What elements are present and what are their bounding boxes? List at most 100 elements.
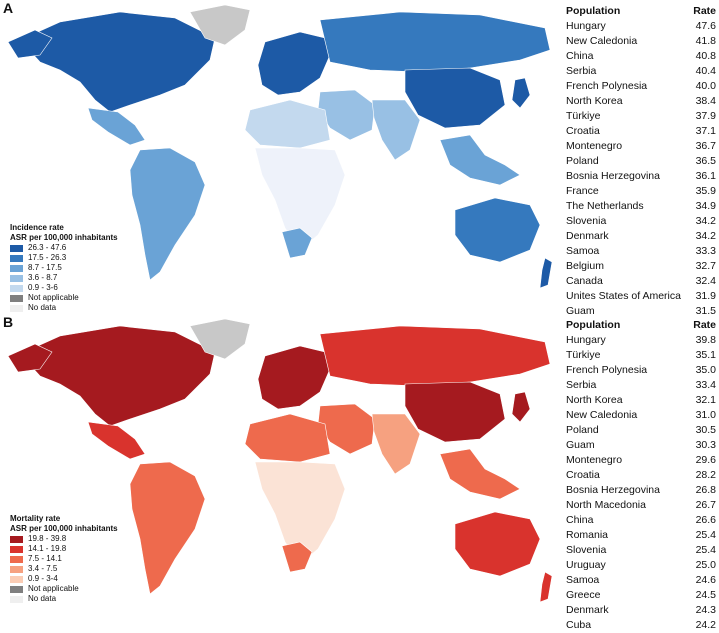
- population-cell: French Polynesia: [566, 80, 648, 92]
- header-rate: Rate: [693, 319, 716, 331]
- rate-cell: 40.4: [695, 65, 716, 77]
- rate-cell: 25.0: [695, 559, 716, 571]
- rate-cell: 24.3: [695, 604, 716, 616]
- legend-item: 17.5 - 26.3: [10, 253, 118, 263]
- incidence-ranking-table: Population Rate Hungary 47.6 New Caledonia…: [566, 4, 716, 319]
- rate-cell: 34.2: [695, 215, 716, 227]
- europe-region: [257, 31, 331, 96]
- table-row: Canada 32.4: [566, 274, 716, 289]
- table-row: Cuba 24.2: [566, 618, 716, 633]
- population-cell: Greece: [566, 589, 601, 601]
- mortality-world-map: [7, 318, 553, 603]
- table-row: Unites States of America 31.9: [566, 289, 716, 304]
- south-africa-region: [281, 227, 313, 259]
- table-row: Uruguay 25.0: [566, 558, 716, 573]
- incidence-panel: A Incidence rate ASR per 100,000 inhabit…: [0, 0, 719, 317]
- new-zealand-region: [539, 257, 553, 289]
- population-cell: Guam: [566, 439, 595, 451]
- population-cell: French Polynesia: [566, 364, 648, 376]
- table-row: Denmark 34.2: [566, 229, 716, 244]
- rate-cell: 25.4: [695, 529, 716, 541]
- population-cell: Guam: [566, 305, 595, 317]
- rate-cell: 24.5: [695, 589, 716, 601]
- rate-cell: 33.3: [695, 245, 716, 257]
- mortality-ranking-table: Population Rate Hungary 39.8 Türkiye 35.1 Fr…: [566, 318, 716, 633]
- panel-letter: B: [3, 314, 14, 330]
- table-row: Croatia 37.1: [566, 124, 716, 139]
- se-asia-region: [439, 448, 521, 500]
- rate-cell: 25.4: [695, 544, 716, 556]
- population-cell: Hungary: [566, 20, 606, 32]
- legend-item: 14.1 - 19.8: [10, 544, 118, 554]
- table-row: Türkiye 37.9: [566, 109, 716, 124]
- rate-cell: 32.7: [695, 260, 716, 272]
- legend-label: No data: [28, 303, 57, 312]
- population-cell: Hungary: [566, 334, 606, 346]
- table-body: Hungary 47.6 New Caledonia 41.8 China 40.8 Ser…: [566, 19, 716, 319]
- rate-cell: 35.0: [695, 364, 716, 376]
- population-cell: North Korea: [566, 394, 623, 406]
- table-row: Poland 30.5: [566, 423, 716, 438]
- rate-cell: 35.9: [695, 185, 716, 197]
- table-row: Guam 31.5: [566, 304, 716, 319]
- population-cell: Bosnia Herzegovina: [566, 170, 660, 182]
- population-cell: Croatia: [566, 469, 600, 481]
- legend-item: 8.7 - 17.5: [10, 263, 118, 273]
- table-row: New Caledonia 41.8: [566, 34, 716, 49]
- legend-item: 3.4 - 7.5: [10, 564, 118, 574]
- table-row: Croatia 28.2: [566, 468, 716, 483]
- legend-swatch: [10, 565, 23, 573]
- table-row: Romania 25.4: [566, 528, 716, 543]
- mexico-region: [87, 421, 146, 460]
- population-cell: France: [566, 185, 599, 197]
- table-row: Bosnia Herzegovina 26.8: [566, 483, 716, 498]
- table-row: Hungary 39.8: [566, 333, 716, 348]
- rate-cell: 31.0: [695, 409, 716, 421]
- table-row: China 40.8: [566, 49, 716, 64]
- subsaharan-region: [254, 461, 346, 565]
- population-cell: Samoa: [566, 245, 600, 257]
- se-asia-region: [439, 134, 521, 186]
- table-row: Montenegro 36.7: [566, 139, 716, 154]
- rate-cell: 39.8: [695, 334, 716, 346]
- legend-swatch: [10, 545, 23, 553]
- population-cell: Romania: [566, 529, 609, 541]
- table-row: Poland 36.5: [566, 154, 716, 169]
- population-cell: Poland: [566, 155, 599, 167]
- population-cell: Slovenia: [566, 215, 607, 227]
- table-row: Türkiye 35.1: [566, 348, 716, 363]
- rate-cell: 28.2: [695, 469, 716, 481]
- table-row: North Macedonia 26.7: [566, 498, 716, 513]
- greenland-region: [189, 4, 251, 46]
- legend-swatch: [10, 595, 23, 603]
- alaska-region: [7, 29, 53, 59]
- table-row: Greece 24.5: [566, 588, 716, 603]
- north-america-region: [19, 325, 216, 427]
- table-row: Serbia 33.4: [566, 378, 716, 393]
- population-cell: Slovenia: [566, 544, 607, 556]
- legend-item: Not applicable: [10, 293, 118, 303]
- greenland-region: [189, 318, 251, 360]
- rate-cell: 34.9: [695, 200, 716, 212]
- header-population: Population: [566, 319, 621, 331]
- legend-item: No data: [10, 594, 118, 604]
- population-cell: Montenegro: [566, 454, 623, 466]
- legend-label: 14.1 - 19.8: [28, 544, 67, 553]
- russia-region: [319, 325, 551, 387]
- population-cell: North Macedonia: [566, 499, 646, 511]
- legend-items: 26.3 - 47.6 17.5 - 26.3 8.7 - 17.5 3.6 - 8.…: [10, 243, 118, 313]
- rate-cell: 36.7: [695, 140, 716, 152]
- population-cell: Unites States of America: [566, 290, 681, 302]
- population-cell: China: [566, 50, 594, 62]
- rate-cell: 29.6: [695, 454, 716, 466]
- table-row: Slovenia 25.4: [566, 543, 716, 558]
- legend-item: 7.5 - 14.1: [10, 554, 118, 564]
- china-region: [404, 381, 506, 443]
- table-row: New Caledonia 31.0: [566, 408, 716, 423]
- header-rate: Rate: [693, 5, 716, 17]
- legend-item: 0.9 - 3-6: [10, 283, 118, 293]
- population-cell: Belgium: [566, 260, 604, 272]
- rate-cell: 38.4: [695, 95, 716, 107]
- table-row: Serbia 40.4: [566, 64, 716, 79]
- population-cell: The Netherlands: [566, 200, 644, 212]
